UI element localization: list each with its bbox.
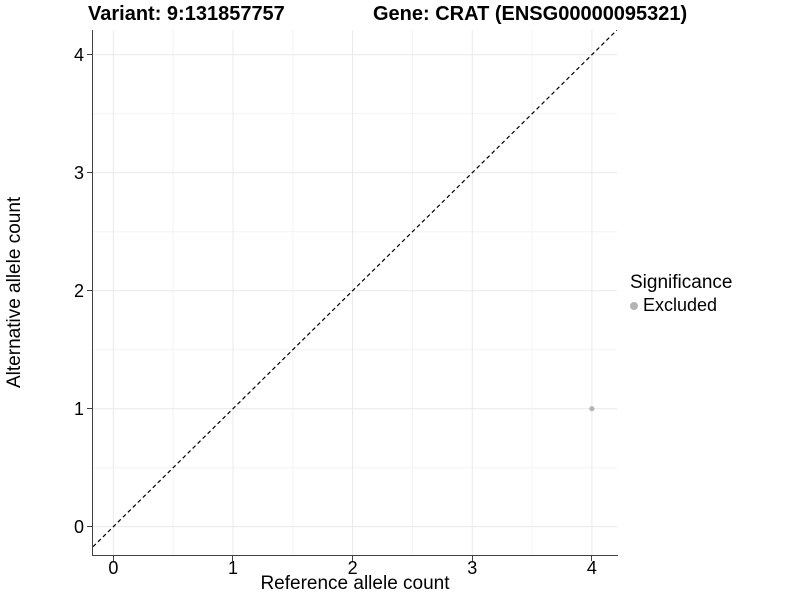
x-tick-mark: [112, 556, 114, 561]
x-tick-mark: [232, 556, 234, 561]
y-tick-label: 4: [73, 44, 84, 65]
plot-title-variant: Variant: 9:131857757: [88, 3, 285, 25]
plot-title-gene: Gene: CRAT (ENSG00000095321): [373, 3, 688, 25]
legend: Significance Excluded: [630, 272, 732, 316]
x-tick-label: 3: [467, 558, 478, 578]
legend-item-excluded: Excluded: [630, 295, 732, 316]
y-axis-title: Alternative allele count: [4, 196, 25, 389]
plot-panel: [93, 30, 617, 555]
x-tick-mark: [591, 556, 593, 561]
y-tick-label: 0: [73, 516, 84, 537]
x-axis-line: [92, 555, 618, 556]
y-tick-label: 2: [73, 280, 84, 301]
x-tick-label: 1: [227, 558, 238, 578]
legend-title: Significance: [630, 272, 733, 293]
x-tick-label: 4: [586, 558, 597, 578]
y-tick-mark: [87, 290, 92, 292]
y-tick-mark: [87, 54, 92, 56]
y-tick-label: 3: [73, 162, 84, 183]
x-tick-mark: [352, 556, 354, 561]
y-tick-mark: [87, 172, 92, 174]
data-point: [589, 406, 595, 412]
x-tick-mark: [471, 556, 473, 561]
excluded-dot-icon: [630, 301, 638, 310]
x-axis-title: Reference allele count: [260, 573, 450, 594]
identity-reference-line: [93, 30, 617, 548]
y-tick-mark: [87, 408, 92, 410]
y-tick-label: 1: [73, 398, 84, 419]
x-tick-label: 2: [347, 558, 358, 578]
x-tick-label: 0: [108, 558, 119, 578]
y-axis-line: [92, 30, 93, 556]
legend-item-label: Excluded: [643, 295, 718, 315]
y-tick-mark: [87, 526, 92, 528]
panel-canvas: [93, 30, 617, 555]
